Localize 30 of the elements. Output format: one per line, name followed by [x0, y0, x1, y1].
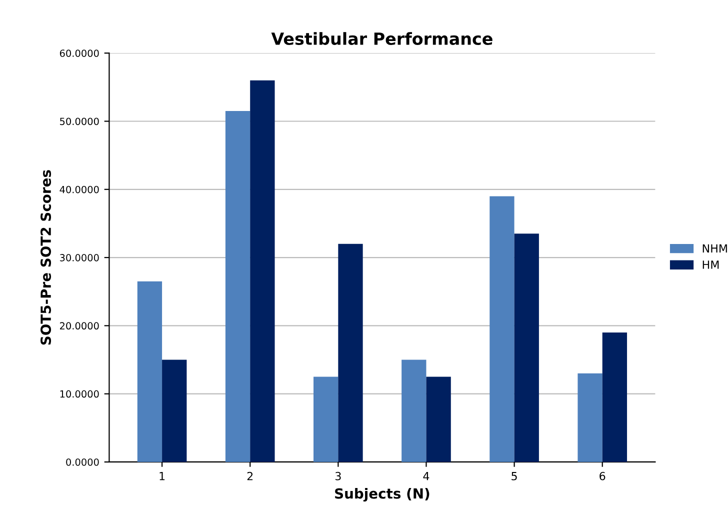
bar	[402, 360, 426, 462]
bar	[426, 376, 451, 462]
y-axis-title: SOT5-Pre SOT2 Scores	[40, 170, 52, 345]
bar	[602, 332, 628, 462]
y-tick-label: 10.0000	[60, 390, 99, 398]
bar	[225, 111, 250, 462]
bar	[578, 373, 602, 462]
bar	[250, 80, 275, 462]
bar	[162, 360, 187, 462]
bar	[314, 376, 338, 462]
legend-label: HM	[702, 260, 719, 269]
bar	[514, 234, 539, 462]
y-tick-label: 60.0000	[60, 50, 99, 57]
x-axis-title: Subjects (N)	[335, 488, 430, 502]
y-tick-label: 40.0000	[60, 186, 99, 194]
chart-title: Vestibular Performance	[271, 32, 492, 46]
legend-label: NHM	[702, 244, 727, 252]
x-tick-label: 6	[600, 472, 606, 480]
y-tick-label: 0.0000	[66, 458, 99, 466]
x-tick-label: 4	[423, 472, 430, 480]
x-tick-label: 5	[512, 472, 517, 480]
bar	[338, 244, 363, 462]
y-tick-label: 20.0000	[60, 322, 99, 330]
bar	[137, 281, 162, 462]
bar	[490, 196, 514, 462]
y-tick-label: 50.0000	[60, 118, 99, 126]
y-tick-label: 30.0000	[60, 254, 99, 262]
x-tick-label: 3	[335, 472, 341, 480]
x-tick-label: 2	[247, 472, 253, 480]
x-tick-label: 1	[160, 472, 165, 480]
